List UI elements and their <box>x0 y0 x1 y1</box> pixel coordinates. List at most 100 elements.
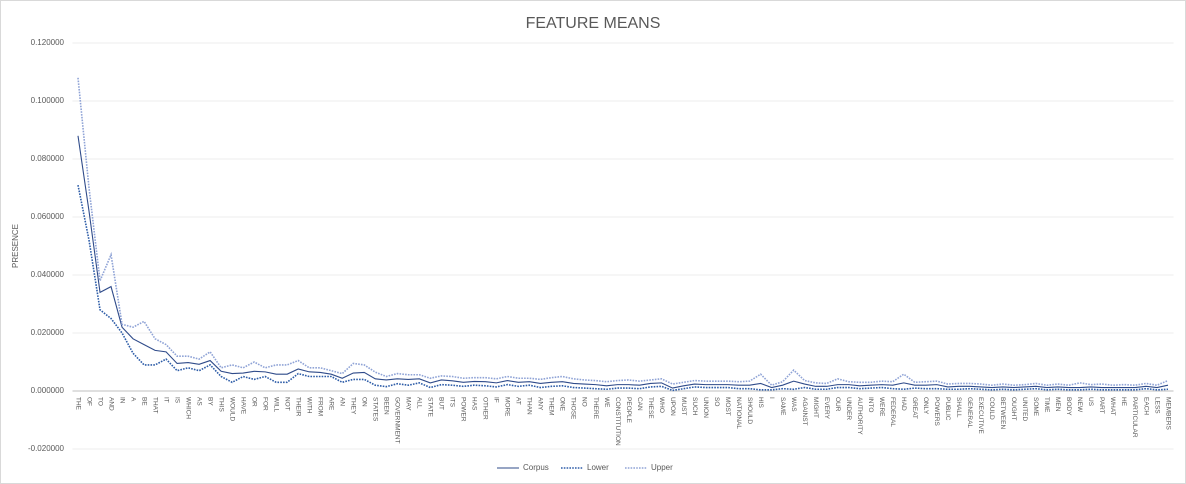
x-tick-label: A <box>129 397 136 402</box>
x-tick-label: MEN <box>1054 397 1061 412</box>
x-tick-label: HAVE <box>239 397 246 415</box>
y-tick-label: 0.020000 <box>31 328 65 337</box>
x-tick-label: NEW <box>1076 397 1083 413</box>
x-tick-label: THOSE <box>570 397 577 420</box>
x-tick-label: AT <box>515 397 522 405</box>
x-tick-label: OUR <box>834 397 841 412</box>
x-tick-label: WERE <box>878 397 885 417</box>
x-tick-label: WAS <box>790 397 797 412</box>
x-tick-label: AND <box>107 397 114 411</box>
x-tick-label: MAY <box>405 397 412 411</box>
x-tick-label: AGAINST <box>801 397 808 426</box>
x-tick-label: ONE <box>559 397 566 412</box>
x-tick-label: SHALL <box>955 397 962 418</box>
x-tick-label: MORE <box>504 397 511 417</box>
x-tick-label: PEOPLE <box>625 397 632 424</box>
x-tick-label: IF <box>493 397 500 403</box>
x-tick-label: THEY <box>350 397 357 415</box>
x-tick-label: OR <box>250 397 257 407</box>
x-tick-label: UNITED <box>1021 397 1028 422</box>
y-tick-label: 0.060000 <box>31 212 65 221</box>
x-tick-label: WITH <box>305 397 312 414</box>
series-line <box>77 184 1169 392</box>
x-tick-label: OTHER <box>482 397 489 420</box>
x-tick-label: THERE <box>592 397 599 420</box>
x-tick-label: IT <box>162 397 169 403</box>
x-tick-label: UPON <box>669 397 676 416</box>
series-line <box>77 135 1169 389</box>
x-tick-label: THAT <box>151 397 158 414</box>
y-axis-label: PRESENCE <box>11 224 20 268</box>
x-tick-label: AN <box>339 397 346 406</box>
x-tick-label: CONSTITUTION <box>614 397 621 446</box>
x-tick-label: BUT <box>438 397 445 410</box>
x-tick-label: AS <box>195 397 202 406</box>
x-tick-label: PART <box>1098 397 1105 414</box>
chart-title: FEATURE MEANS <box>526 15 661 32</box>
series-line <box>77 77 1169 387</box>
x-tick-label: STATE <box>427 397 434 418</box>
x-tick-label: GOVERNMENT <box>394 397 401 444</box>
y-tick-label: -0.020000 <box>28 444 65 453</box>
x-tick-label: SUCH <box>691 397 698 416</box>
x-tick-label: BODY <box>1065 397 1072 416</box>
x-tick-label: UNDER <box>845 397 852 420</box>
x-tick-label: FROM <box>317 397 324 416</box>
y-tick-label: 0.000000 <box>31 386 65 395</box>
x-tick-label: ARE <box>328 397 335 411</box>
x-tick-label: MEMBERS <box>1164 397 1171 431</box>
y-tick-label: 0.120000 <box>31 38 65 47</box>
x-tick-label: EXECUTIVE <box>977 397 984 435</box>
x-tick-label: MUST <box>680 397 687 415</box>
x-tick-label: BETWEEN <box>999 397 1006 429</box>
x-tick-label: AUTHORITY <box>856 397 863 435</box>
x-tick-label: MIGHT <box>812 397 819 418</box>
x-tick-label: COULD <box>988 397 995 420</box>
x-tick-label: ITS <box>449 397 456 408</box>
x-tick-label: PARTICULAR <box>1131 397 1138 438</box>
x-tick-label: SAME <box>779 397 786 416</box>
y-tick-label: 0.100000 <box>31 96 65 105</box>
x-tick-label: SOME <box>1032 397 1039 417</box>
x-tick-label: NOT <box>283 397 290 411</box>
x-tick-label: THIS <box>217 397 224 412</box>
x-tick-label: ON <box>361 397 368 407</box>
x-tick-label: WOULD <box>228 397 235 422</box>
x-tick-label: SHOULD <box>746 397 753 424</box>
x-tick-label: THAN <box>526 397 533 415</box>
x-tick-label: LESS <box>1153 397 1160 414</box>
x-tick-label: WE <box>603 397 610 408</box>
x-tick-label: WHICH <box>184 397 191 419</box>
x-tick-label: I <box>768 397 775 399</box>
x-tick-label: NO <box>581 397 588 407</box>
x-tick-label: POWERS <box>933 397 940 427</box>
x-tick-label: WHO <box>658 397 665 413</box>
x-tick-label: WHAT <box>1109 397 1116 416</box>
x-tick-label: STATES <box>372 397 379 422</box>
x-tick-label: SO <box>713 397 720 406</box>
x-tick-label: OUGHT <box>1010 397 1017 421</box>
legend-label: Corpus <box>523 463 549 472</box>
x-tick-label: THEIR <box>294 397 301 417</box>
x-tick-label: WILL <box>272 397 279 413</box>
x-tick-label: THESE <box>647 397 654 419</box>
x-tick-label: FOR <box>261 397 268 411</box>
y-tick-label: 0.080000 <box>31 154 65 163</box>
x-tick-label: BE <box>140 397 147 406</box>
x-tick-label: GENERAL <box>966 397 973 428</box>
x-tick-label: EACH <box>1142 397 1149 415</box>
x-tick-label: TO <box>96 397 103 406</box>
x-tick-label: NATIONAL <box>735 397 742 429</box>
x-tick-label: THE <box>74 397 81 411</box>
x-tick-label: ONLY <box>922 397 929 415</box>
x-tick-label: TIME <box>1043 397 1050 413</box>
x-tick-label: HAS <box>471 397 478 411</box>
x-tick-label: HIS <box>757 397 764 409</box>
legend-label: Upper <box>651 463 673 472</box>
x-tick-label: EVERY <box>823 397 830 420</box>
x-tick-label: OF <box>85 397 92 406</box>
x-tick-label: ANY <box>537 397 544 411</box>
x-tick-label: POWER <box>460 397 467 422</box>
x-tick-label: BY <box>206 397 213 406</box>
